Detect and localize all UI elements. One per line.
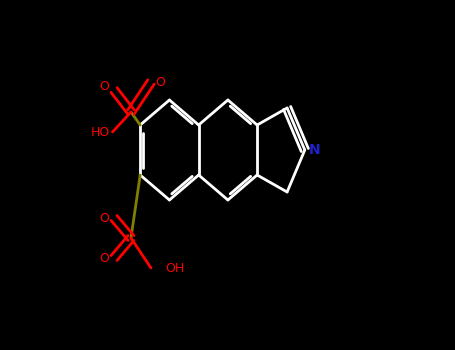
Text: OH: OH bbox=[165, 261, 184, 274]
Text: O: O bbox=[99, 211, 109, 224]
Text: N: N bbox=[308, 143, 320, 157]
Text: O: O bbox=[155, 76, 165, 89]
Text: O: O bbox=[99, 252, 109, 265]
Text: HO: HO bbox=[91, 126, 110, 139]
Text: O: O bbox=[99, 80, 109, 93]
